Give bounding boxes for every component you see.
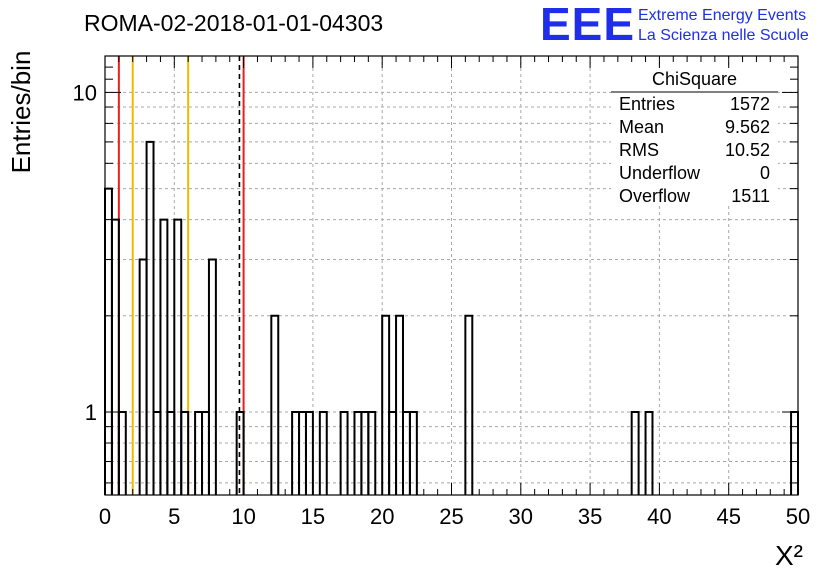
stats-row-value: 1572: [730, 94, 770, 114]
stats-row-label: Overflow: [619, 186, 691, 206]
x-axis-label: X²: [775, 540, 803, 571]
stats-row-value: 10.52: [725, 140, 770, 160]
histogram-bin: [117, 411, 127, 495]
histogram-bin: [180, 411, 190, 495]
labels: 0 5 10 15 20 25 30 35 40 45 50 1 10 Entries/bin X² ROMA…: [6, 0, 810, 571]
histogram-bin: [104, 187, 113, 495]
logo-line-2: La Scienza nelle Scuole: [638, 27, 809, 44]
histogram-bin: [395, 314, 404, 495]
histogram-bin: [145, 140, 155, 495]
x-tick-label: 15: [301, 504, 325, 529]
x-tick-label: 30: [509, 504, 533, 529]
stats-row-label: Underflow: [619, 163, 701, 183]
histogram-bin: [381, 314, 391, 495]
x-tick-label: 35: [578, 504, 602, 529]
stats-row-value: 1511: [731, 186, 770, 206]
axes: [104, 55, 799, 496]
logo-mark: EEE: [540, 0, 635, 50]
stats-row-label: Entries: [619, 94, 675, 114]
y-tick-label: 10: [73, 80, 97, 105]
stats-row-value: 9.562: [725, 117, 770, 137]
histogram-bin: [318, 411, 328, 495]
x-tick-label: 50: [786, 504, 810, 529]
stats-title: ChiSquare: [652, 69, 737, 89]
histogram-bin: [408, 411, 418, 495]
x-tick-label: 40: [647, 504, 671, 529]
y-tick-label: 1: [85, 400, 97, 425]
stats-row-label: RMS: [619, 140, 659, 160]
x-tick-label: 0: [99, 504, 111, 529]
stats-row-value: 0: [760, 163, 770, 183]
histogram-bin: [173, 218, 183, 495]
x-tick-label: 5: [168, 504, 180, 529]
histogram-bin: [235, 411, 245, 495]
eee-logo: EEE Extreme Energy Events La Scienza nelle…: [540, 0, 809, 50]
x-tick-label: 10: [231, 504, 255, 529]
x-tick-label: 20: [370, 504, 394, 529]
chart-title: ROMA-02-2018-01-01-04303: [84, 10, 383, 36]
stats-box: ChiSquare Entries 1572 Mean 9.562 RMS 10.52 Und…: [611, 68, 778, 206]
stats-background: [611, 68, 778, 206]
x-tick-label: 45: [716, 504, 740, 529]
x-tick-label: 25: [439, 504, 463, 529]
histogram-bin: [630, 411, 640, 495]
histogram-bin: [644, 411, 654, 495]
histogram-bin: [159, 218, 169, 495]
histogram-bin: [138, 258, 148, 495]
stats-row-label: Mean: [619, 117, 664, 137]
histogram-bin: [339, 411, 349, 495]
histogram-bin: [464, 314, 474, 495]
histogram-bin: [304, 411, 314, 495]
histogram-bin: [110, 218, 120, 495]
histogram-bin: [270, 314, 280, 495]
histogram-bin: [367, 411, 377, 495]
y-axis-label: Entries/bin: [6, 51, 36, 174]
logo-line-1: Extreme Energy Events: [638, 7, 806, 24]
histogram-bin: [207, 258, 217, 495]
